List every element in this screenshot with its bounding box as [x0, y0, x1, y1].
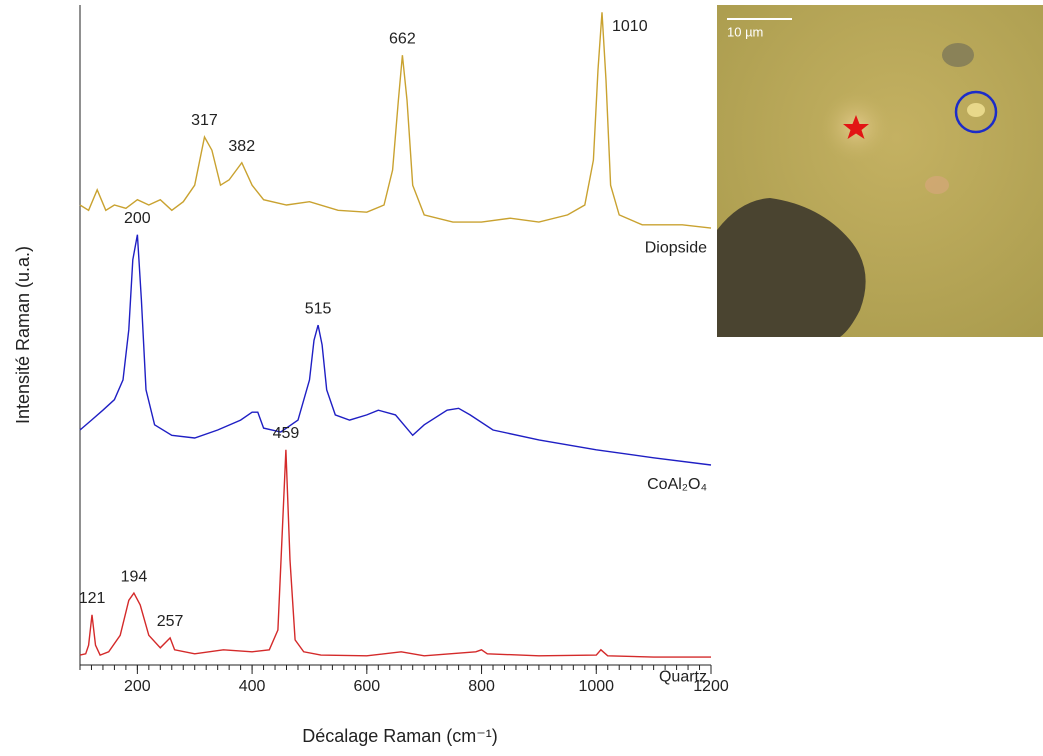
- scale-label: 10 µm: [727, 24, 763, 39]
- peak-label: 515: [305, 300, 332, 317]
- particle: [925, 176, 949, 194]
- peak-label: 257: [157, 613, 184, 630]
- x-tick-label: 600: [353, 678, 380, 695]
- target-circle: [954, 90, 998, 134]
- x-tick-label: 400: [239, 678, 266, 695]
- peak-label: 121: [79, 590, 106, 607]
- peak-label: 194: [121, 568, 148, 585]
- particle: [942, 43, 974, 67]
- peak-label: 200: [124, 210, 151, 227]
- y-axis-title: Intensité Raman (u.a.): [13, 246, 33, 424]
- x-axis-title: Décalage Raman (cm⁻¹): [302, 726, 498, 746]
- series-label: Quartz: [659, 668, 707, 685]
- series-label: Diopside: [645, 239, 707, 256]
- x-tick-label: 800: [468, 678, 495, 695]
- peak-label: 1010: [612, 18, 648, 35]
- peak-label: 317: [191, 112, 218, 129]
- x-tick-label: 200: [124, 678, 151, 695]
- peak-label: 382: [228, 138, 255, 155]
- peak-label: 459: [273, 425, 300, 442]
- peak-label: 662: [389, 30, 416, 47]
- particle: [967, 103, 985, 117]
- spectrum-line: [79, 12, 712, 229]
- dark-region: [717, 198, 866, 337]
- spectrum-line: [79, 449, 711, 658]
- star-marker: [843, 115, 869, 139]
- x-tick-label: 1200: [693, 678, 729, 695]
- series-label: CoAl₂O₄: [647, 476, 707, 493]
- micrograph: 10 µm: [717, 5, 1043, 337]
- spectrum-line: [79, 234, 712, 466]
- x-tick-label: 1000: [578, 678, 614, 695]
